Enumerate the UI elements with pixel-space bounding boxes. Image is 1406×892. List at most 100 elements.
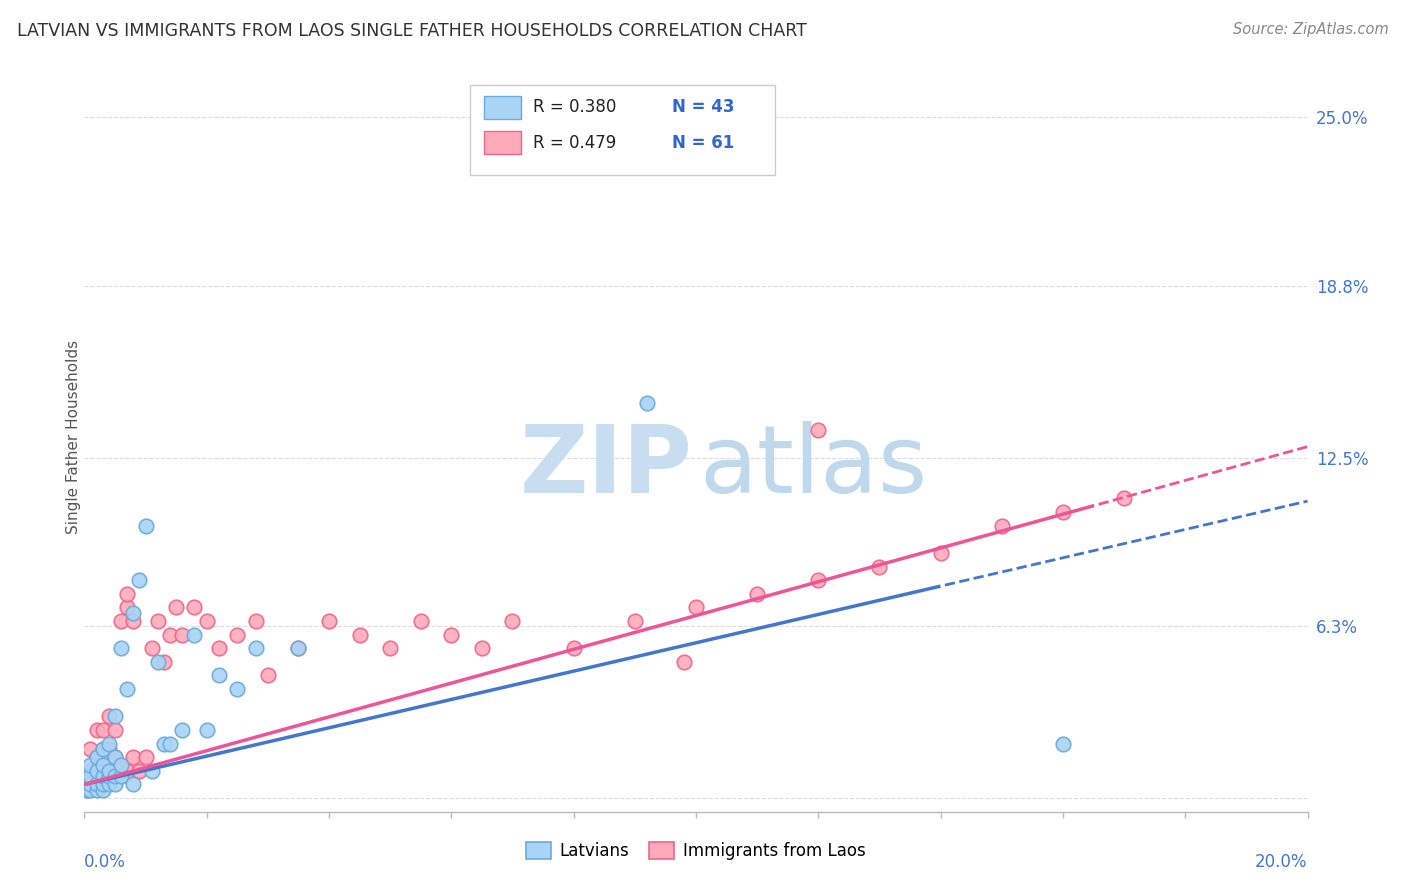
Point (115, 600, 138, 615)
Point (183, 627, 205, 641)
Point (86, 723, 108, 737)
Point (636, 396, 658, 410)
Point (86, 764, 108, 778)
Point (146, 655, 169, 669)
Point (245, 641, 267, 656)
Point (624, 614, 647, 628)
Point (76, 783, 98, 797)
Point (97, 742, 120, 756)
Point (245, 614, 267, 628)
Text: 0.0%: 0.0% (84, 853, 127, 871)
Point (76, 783, 98, 797)
Text: N = 43: N = 43 (672, 98, 734, 116)
Text: R = 0.479: R = 0.479 (533, 134, 617, 152)
Point (929, 546, 952, 560)
Point (86, 764, 108, 778)
Point (110, 758, 132, 772)
Point (97, 769, 120, 783)
Point (115, 764, 138, 778)
Point (128, 573, 150, 587)
Point (122, 614, 145, 628)
Point (97, 737, 120, 751)
Point (349, 627, 371, 641)
Text: LATVIAN VS IMMIGRANTS FROM LAOS SINGLE FATHER HOUSEHOLDS CORRELATION CHART: LATVIAN VS IMMIGRANTS FROM LAOS SINGLE F… (17, 22, 807, 40)
Point (86, 783, 108, 797)
Point (91, 742, 114, 756)
Point (91, 777, 114, 791)
Point (97, 777, 120, 791)
Point (287, 641, 309, 656)
Point (128, 764, 150, 778)
Point (159, 737, 181, 751)
Point (380, 641, 402, 656)
Point (440, 627, 463, 641)
Point (79, 777, 101, 791)
Point (97, 709, 120, 723)
Point (97, 764, 120, 778)
FancyBboxPatch shape (484, 131, 522, 153)
Point (183, 600, 205, 615)
Point (869, 559, 891, 574)
Point (115, 682, 138, 697)
Point (502, 614, 524, 628)
Point (146, 614, 169, 628)
Point (79, 742, 101, 756)
Point (195, 614, 218, 628)
Point (471, 641, 494, 656)
Point (531, 137, 554, 152)
Point (1052, 505, 1074, 519)
Text: Source: ZipAtlas.com: Source: ZipAtlas.com (1233, 22, 1389, 37)
Point (110, 769, 132, 783)
Point (91, 769, 114, 783)
Point (122, 750, 145, 764)
Point (159, 627, 181, 641)
Point (1114, 491, 1136, 506)
Point (91, 758, 114, 772)
Point (79, 783, 101, 797)
Point (287, 641, 309, 656)
Point (122, 606, 145, 620)
Text: 20.0%: 20.0% (1256, 853, 1308, 871)
Point (685, 600, 707, 615)
Point (104, 769, 127, 783)
Point (104, 723, 127, 737)
Point (195, 723, 218, 737)
Point (104, 777, 127, 791)
Point (104, 750, 127, 764)
Point (104, 750, 127, 764)
Point (226, 627, 249, 641)
Point (86, 777, 108, 791)
Point (110, 614, 132, 628)
Point (672, 655, 695, 669)
Point (153, 655, 176, 669)
Point (86, 777, 108, 791)
Point (110, 641, 132, 656)
Point (122, 777, 145, 791)
Point (135, 750, 157, 764)
Point (141, 641, 163, 656)
Point (104, 709, 127, 723)
Point (991, 518, 1014, 533)
Point (257, 668, 280, 682)
Point (110, 769, 132, 783)
Point (91, 742, 114, 756)
Point (318, 614, 340, 628)
Point (79, 769, 101, 783)
FancyBboxPatch shape (470, 85, 776, 175)
Point (208, 641, 231, 656)
Point (807, 423, 830, 437)
Text: ZIP: ZIP (519, 421, 692, 513)
Point (79, 758, 101, 772)
Point (86, 750, 108, 764)
Point (97, 764, 120, 778)
FancyBboxPatch shape (484, 96, 522, 119)
Point (807, 573, 830, 587)
Point (79, 764, 101, 778)
Legend: Latvians, Immigrants from Laos: Latvians, Immigrants from Laos (520, 836, 872, 867)
Point (91, 783, 114, 797)
Point (86, 750, 108, 764)
Point (104, 769, 127, 783)
Point (208, 668, 231, 682)
Point (141, 764, 163, 778)
Point (79, 777, 101, 791)
